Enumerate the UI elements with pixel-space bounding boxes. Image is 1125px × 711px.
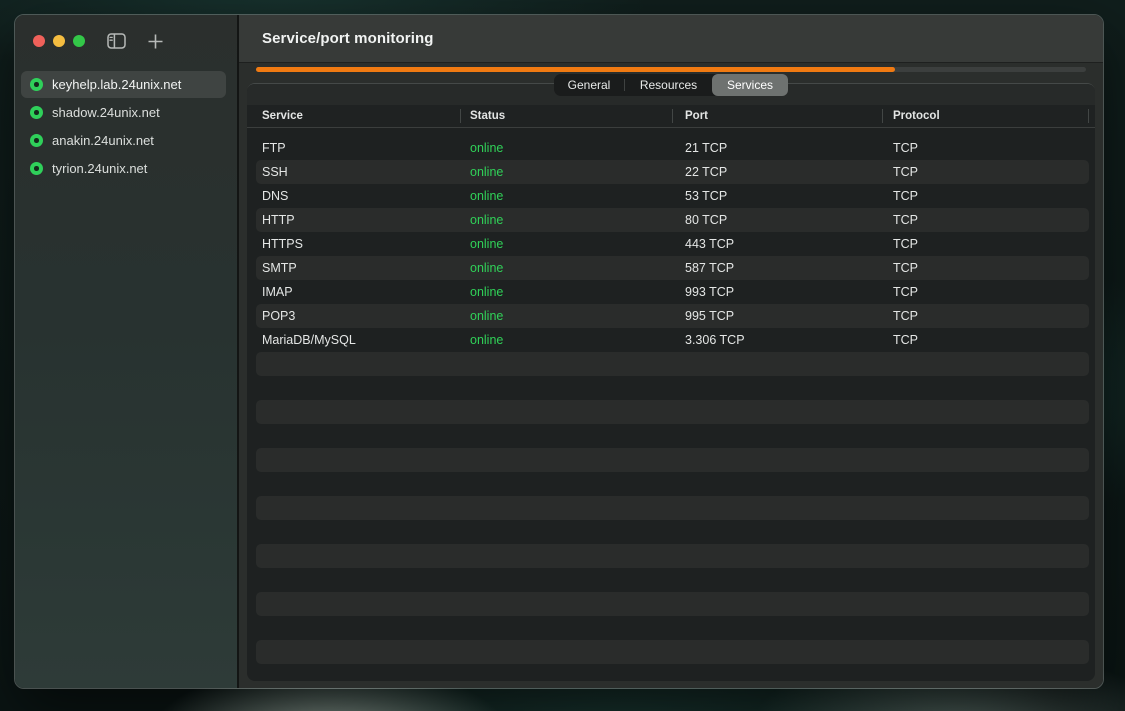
table-row-empty xyxy=(247,376,1095,400)
table-row-empty xyxy=(247,520,1095,544)
table-row-empty xyxy=(247,472,1095,496)
table-header-row: Service Status Port Protocol xyxy=(247,105,1095,128)
table-row-empty xyxy=(247,424,1095,448)
protocol-cell: TCP xyxy=(893,261,918,275)
plus-icon[interactable] xyxy=(147,33,164,50)
table-row-empty xyxy=(247,592,1095,616)
status-cell: online xyxy=(470,309,504,323)
table-row[interactable]: FTP online 21 TCP TCP xyxy=(247,136,1095,160)
service-cell: DNS xyxy=(262,189,289,203)
zoom-button[interactable] xyxy=(73,35,85,47)
table-row[interactable]: HTTP online 80 TCP TCP xyxy=(247,208,1095,232)
status-cell: online xyxy=(470,237,504,251)
progress-bar-track xyxy=(256,67,1086,72)
content-area: Service Status Port Protocol FTP online 21 TC… xyxy=(239,63,1103,688)
status-cell: online xyxy=(470,285,504,299)
column-header-service[interactable]: Service xyxy=(262,110,303,122)
table-row[interactable]: IMAP online 993 TCP TCP xyxy=(247,280,1095,304)
sidebar: keyhelp.lab.24unix.net shadow.24unix.net a… xyxy=(15,15,239,688)
service-cell: HTTP xyxy=(262,213,295,227)
table-row[interactable]: POP3 online 995 TCP TCP xyxy=(247,304,1095,328)
port-cell: 995 TCP xyxy=(685,309,735,323)
table-row-empty xyxy=(247,616,1095,640)
status-cell: online xyxy=(470,141,504,155)
table-row-empty xyxy=(247,544,1095,568)
table-row[interactable]: SMTP online 587 TCP TCP xyxy=(247,256,1095,280)
column-header-protocol[interactable]: Protocol xyxy=(882,110,1095,122)
table-row-empty xyxy=(247,640,1095,664)
server-label: shadow.24unix.net xyxy=(52,105,160,120)
port-cell: 21 TCP xyxy=(685,141,728,155)
page-title: Service/port monitoring xyxy=(262,30,434,47)
sidebar-item-server[interactable]: shadow.24unix.net xyxy=(21,99,226,126)
service-cell: IMAP xyxy=(262,285,293,299)
minimize-button[interactable] xyxy=(53,35,65,47)
table-row[interactable]: SSH online 22 TCP TCP xyxy=(247,160,1095,184)
tab-separator xyxy=(624,79,625,91)
protocol-cell: TCP xyxy=(893,165,918,179)
protocol-cell: TCP xyxy=(893,333,918,347)
status-ring-icon xyxy=(30,106,43,119)
table-row[interactable]: HTTPS online 443 TCP TCP xyxy=(247,232,1095,256)
titlebar: Service/port monitoring xyxy=(239,15,1103,63)
column-header-port[interactable]: Port xyxy=(672,110,882,122)
server-label: tyrion.24unix.net xyxy=(52,161,148,176)
table-body: FTP online 21 TCP TCP SSH online 22 TCP TCP DNS o… xyxy=(247,136,1095,681)
port-cell: 80 TCP xyxy=(685,213,728,227)
traffic-lights xyxy=(33,35,85,47)
table-row-empty xyxy=(247,664,1095,681)
port-cell: 22 TCP xyxy=(685,165,728,179)
server-label: anakin.24unix.net xyxy=(52,133,154,148)
port-cell: 3.306 TCP xyxy=(685,333,745,347)
server-list: keyhelp.lab.24unix.net shadow.24unix.net a… xyxy=(15,67,237,183)
status-cell: online xyxy=(470,333,504,347)
protocol-cell: TCP xyxy=(893,237,918,251)
port-cell: 993 TCP xyxy=(685,285,735,299)
service-cell: SMTP xyxy=(262,261,297,275)
port-cell: 53 TCP xyxy=(685,189,728,203)
status-cell: online xyxy=(470,165,504,179)
app-window: keyhelp.lab.24unix.net shadow.24unix.net a… xyxy=(14,14,1104,689)
column-header-status[interactable]: Status xyxy=(460,110,672,122)
status-cell: online xyxy=(470,189,504,203)
close-button[interactable] xyxy=(33,35,45,47)
port-cell: 587 TCP xyxy=(685,261,735,275)
table-row-empty xyxy=(247,496,1095,520)
service-cell: POP3 xyxy=(262,309,296,323)
server-label: keyhelp.lab.24unix.net xyxy=(52,77,182,92)
protocol-cell: TCP xyxy=(893,213,918,227)
tab-general[interactable]: General xyxy=(567,78,611,92)
port-cell: 443 TCP xyxy=(685,237,735,251)
tab-resources[interactable]: Resources xyxy=(639,78,698,92)
table-row[interactable]: MariaDB/MySQL online 3.306 TCP TCP xyxy=(247,328,1095,352)
table-row-empty xyxy=(247,400,1095,424)
protocol-cell: TCP xyxy=(893,189,918,203)
table-row[interactable]: DNS online 53 TCP TCP xyxy=(247,184,1095,208)
main-area: Service/port monitoring Service Status Por… xyxy=(239,15,1103,688)
tab-services[interactable]: Services xyxy=(712,74,788,96)
service-cell: FTP xyxy=(262,141,286,155)
sidebar-toolbar xyxy=(15,15,237,67)
table-row-empty xyxy=(247,352,1095,376)
service-cell: HTTPS xyxy=(262,237,303,251)
sidebar-item-server[interactable]: anakin.24unix.net xyxy=(21,127,226,154)
service-cell: SSH xyxy=(262,165,288,179)
progress-bar-fill xyxy=(256,67,896,72)
services-panel: Service Status Port Protocol FTP online 21 TC… xyxy=(247,83,1095,681)
protocol-cell: TCP xyxy=(893,141,918,155)
status-ring-icon xyxy=(30,134,43,147)
protocol-cell: TCP xyxy=(893,309,918,323)
sidebar-toggle-icon[interactable] xyxy=(107,33,126,49)
status-cell: online xyxy=(470,261,504,275)
protocol-cell: TCP xyxy=(893,285,918,299)
table-row-empty xyxy=(247,568,1095,592)
status-ring-icon xyxy=(30,78,43,91)
tab-bar: General Resources Services xyxy=(554,74,788,96)
status-cell: online xyxy=(470,213,504,227)
service-cell: MariaDB/MySQL xyxy=(262,333,356,347)
sidebar-item-server[interactable]: keyhelp.lab.24unix.net xyxy=(21,71,226,98)
sidebar-item-server[interactable]: tyrion.24unix.net xyxy=(21,155,226,182)
status-ring-icon xyxy=(30,162,43,175)
table-row-empty xyxy=(247,448,1095,472)
